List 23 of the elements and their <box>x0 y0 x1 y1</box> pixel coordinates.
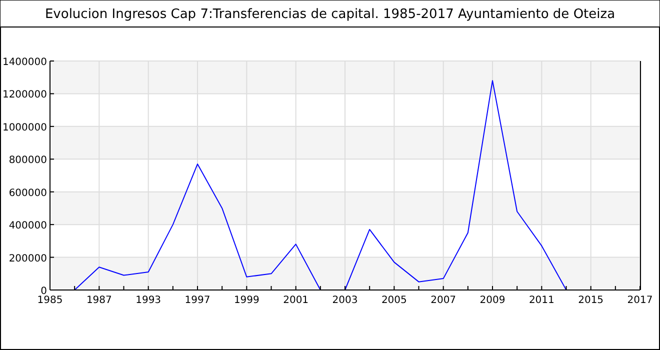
x-tick-label: 2001 <box>283 295 309 306</box>
line-series <box>74 80 567 290</box>
y-tick-label: 800000 <box>8 155 47 166</box>
x-tick-label: 2005 <box>381 295 407 306</box>
x-tick-label: 2009 <box>480 295 506 306</box>
x-tick-label: 2003 <box>332 295 358 306</box>
y-tick-label: 1000000 <box>2 122 47 134</box>
x-tick-label: 2017 <box>627 295 653 306</box>
x-tick-label: 2007 <box>430 295 456 306</box>
x-tick-label: 1999 <box>234 295 260 306</box>
y-tick-label: 400000 <box>8 220 47 232</box>
y-tick-label: 200000 <box>8 253 47 264</box>
y-tick-label: 0 <box>40 286 47 297</box>
x-tick-label: 1987 <box>86 295 112 306</box>
y-tick-label: 1200000 <box>2 90 47 101</box>
x-tick-label: 2015 <box>578 295 604 306</box>
y-tick-label: 1400000 <box>2 57 47 68</box>
x-tick-label: 1993 <box>136 295 162 306</box>
chart-title: Evolucion Ingresos Cap 7:Transferencias de capital. 1985-2017 Ayuntamiento de Oteiza <box>44 7 616 22</box>
x-tick-label: 1985 <box>37 295 63 306</box>
x-tick-label: 1997 <box>184 295 210 306</box>
x-tick-label: 2011 <box>528 295 554 306</box>
y-tick-label: 600000 <box>8 188 47 199</box>
